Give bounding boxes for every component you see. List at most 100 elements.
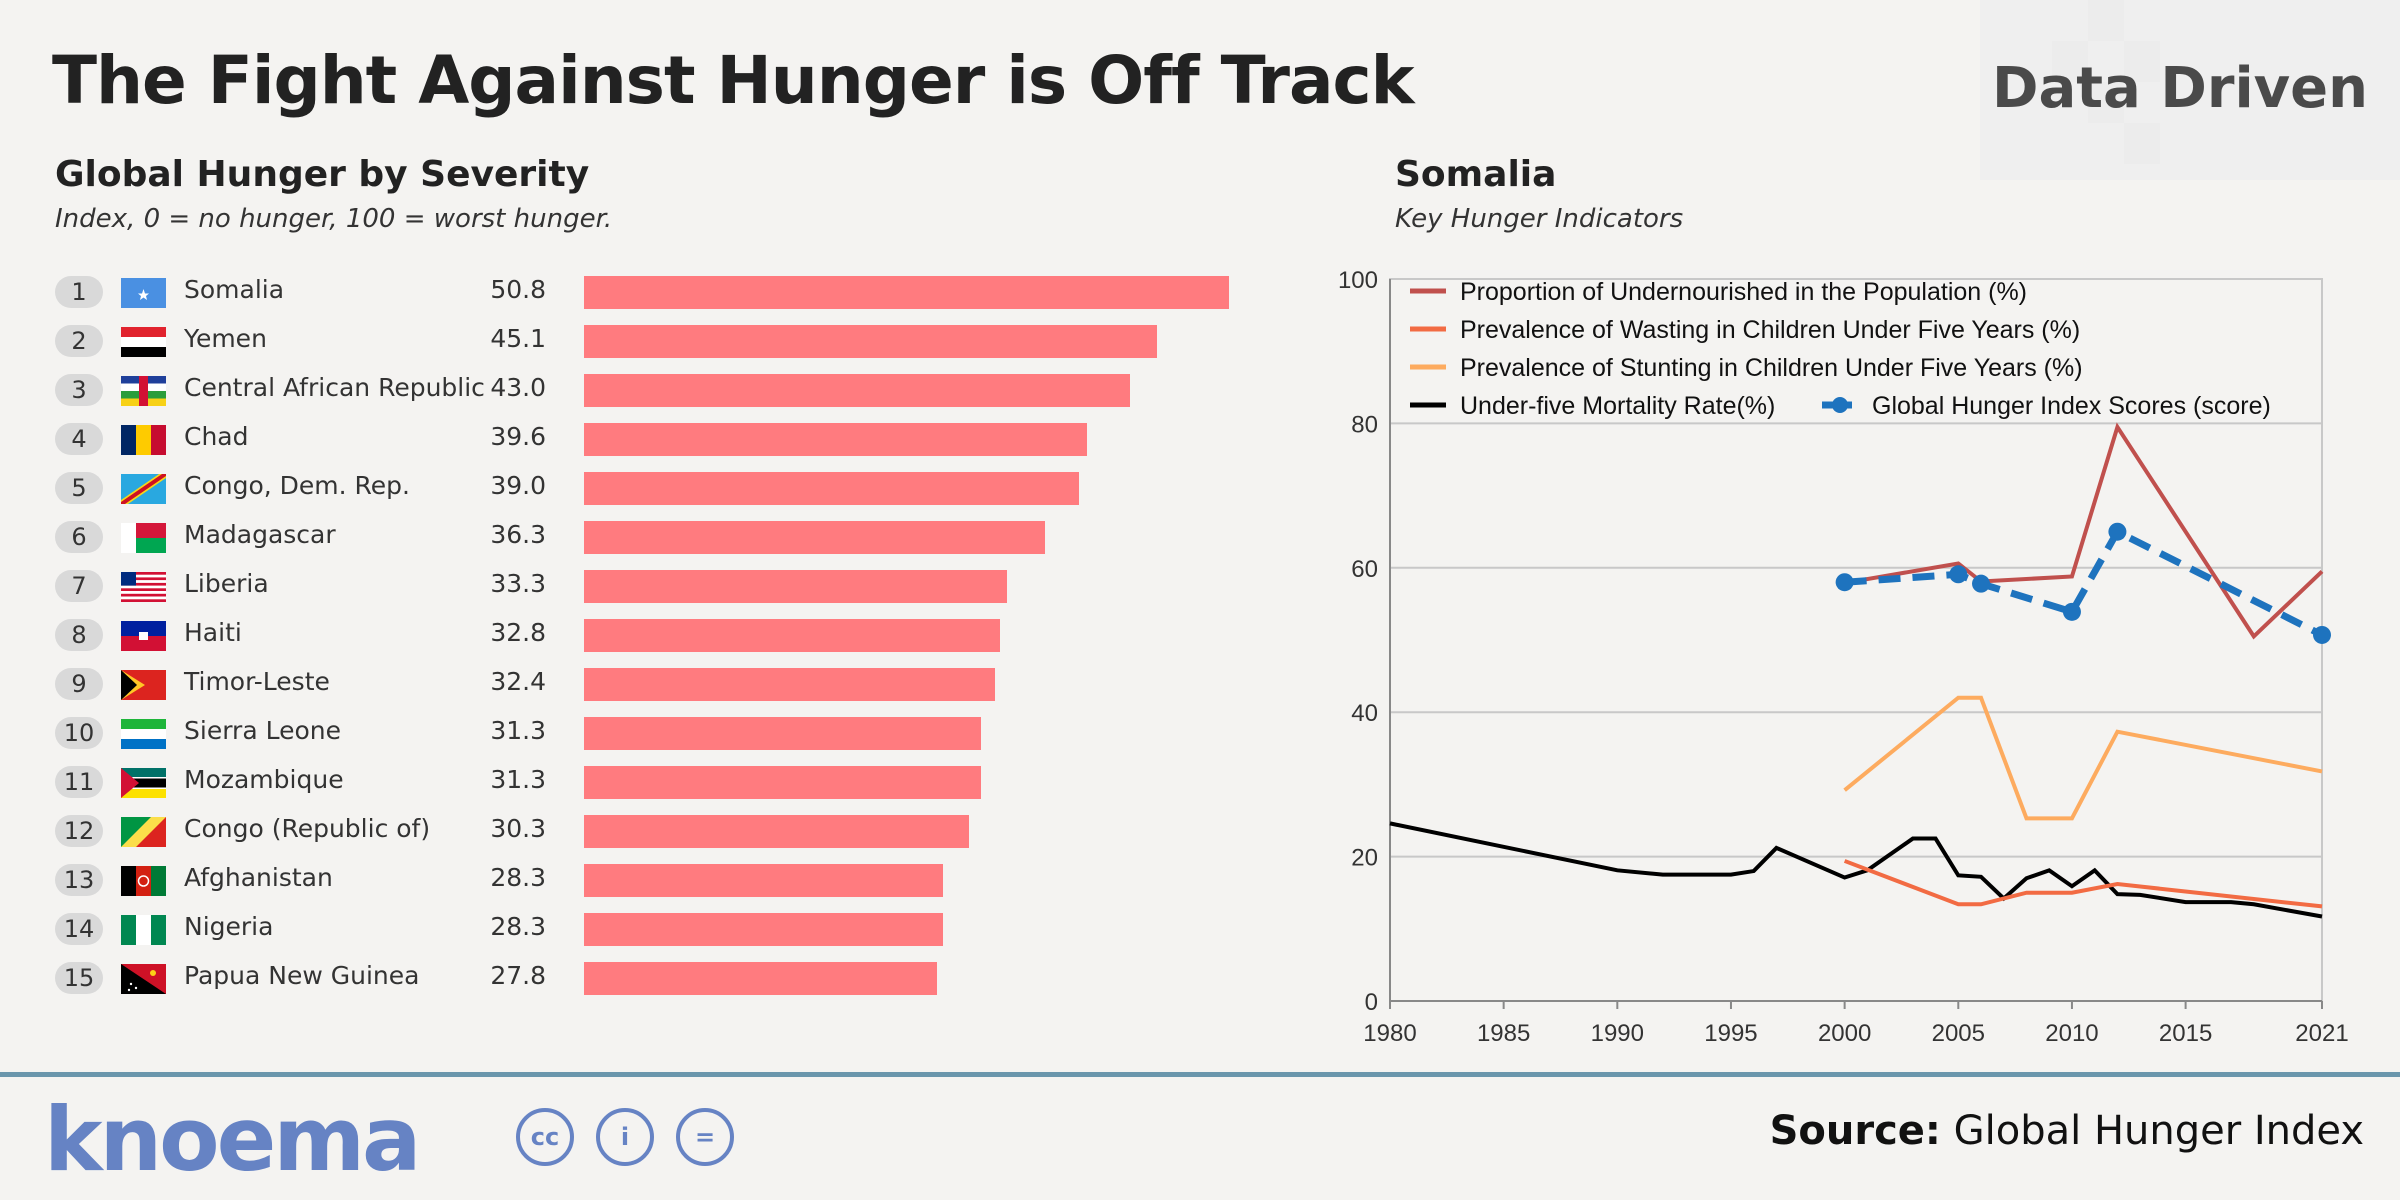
data-point <box>2313 625 2331 644</box>
severity-bar <box>584 325 1157 358</box>
series-line <box>1389 821 2323 919</box>
y-tick-label: 40 <box>1351 700 1378 727</box>
severity-bar <box>584 521 1045 554</box>
flag-haiti-icon <box>121 621 166 651</box>
severity-bar <box>584 717 982 750</box>
right-chart-title: Somalia <box>1395 154 1557 195</box>
rank-badge: 10 <box>55 717 103 749</box>
country-name: Central African Republic <box>184 373 485 402</box>
flag-liberia-icon <box>121 572 166 602</box>
legend-marker <box>1832 397 1848 413</box>
source-value: Global Hunger Index <box>1953 1108 2364 1154</box>
flag-yemen-icon <box>121 327 166 357</box>
severity-bar <box>584 570 1007 603</box>
severity-bar <box>584 913 944 946</box>
brand-panel <box>1980 0 2400 180</box>
series-line <box>1844 527 2324 639</box>
rank-badge: 2 <box>55 325 103 357</box>
country-name: Papua New Guinea <box>184 961 420 990</box>
rank-badge: 1 <box>55 276 103 308</box>
rank-badge: 11 <box>55 766 103 798</box>
x-tick-label: 2000 <box>1818 1020 1871 1047</box>
country-name: Liberia <box>184 569 269 598</box>
data-point <box>1972 574 1991 593</box>
value-label: 39.0 <box>490 471 546 500</box>
value-label: 36.3 <box>490 520 546 549</box>
country-row: 14 Nigeria 28.3 <box>0 905 1300 954</box>
flag-mozambique-icon <box>121 768 166 798</box>
flag-sierra-leone-icon <box>121 719 166 749</box>
country-name: Congo (Republic of) <box>184 814 431 843</box>
value-label: 28.3 <box>490 863 546 892</box>
rank-badge: 5 <box>55 472 103 504</box>
value-label: 31.3 <box>490 716 546 745</box>
somalia-line-chart: 0 20 40 60 80 100 1980 1985 1990 1995 2000 2005 2010… <box>1338 267 2349 1047</box>
country-name: Haiti <box>184 618 242 647</box>
rank-badge: 6 <box>55 521 103 553</box>
flag-congo-icon <box>121 817 166 847</box>
x-tick-label: 2005 <box>1932 1020 1985 1047</box>
flag-nigeria-icon <box>121 915 166 945</box>
value-label: 28.3 <box>490 912 546 941</box>
x-tick-label: 1995 <box>1704 1020 1757 1047</box>
data-point <box>1949 565 1968 584</box>
severity-bar <box>584 962 937 995</box>
cc-icon: cc <box>516 1108 574 1166</box>
severity-bar <box>584 374 1130 407</box>
left-chart-title: Global Hunger by Severity <box>55 154 590 195</box>
flag-car-icon <box>121 376 166 406</box>
rank-badge: 15 <box>55 962 103 994</box>
country-name: Timor-Leste <box>184 667 330 696</box>
page-title: The Fight Against Hunger is Off Track <box>52 42 1415 119</box>
value-label: 33.3 <box>490 569 546 598</box>
severity-bar <box>584 423 1087 456</box>
rank-badge: 4 <box>55 423 103 455</box>
country-row: 12 Congo (Republic of) 30.3 <box>0 807 1300 856</box>
country-name: Madagascar <box>184 520 336 549</box>
knoema-logo: knoema <box>44 1088 421 1191</box>
country-name: Congo, Dem. Rep. <box>184 471 410 500</box>
rank-badge: 9 <box>55 668 103 700</box>
y-tick-label: 0 <box>1365 989 1378 1016</box>
flag-somalia-icon <box>121 278 166 308</box>
flag-afghanistan-icon <box>121 866 166 896</box>
y-tick-label: 100 <box>1338 267 1378 294</box>
value-label: 31.3 <box>490 765 546 794</box>
country-row: 4 Chad 39.6 <box>0 415 1300 464</box>
severity-bar <box>584 668 996 701</box>
x-tick-label: 2015 <box>2159 1020 2212 1047</box>
flag-timor-leste-icon <box>121 670 166 700</box>
country-name: Yemen <box>184 324 267 353</box>
country-name: Afghanistan <box>184 863 333 892</box>
value-label: 39.6 <box>490 422 546 451</box>
y-tick-label: 20 <box>1351 845 1378 872</box>
country-row: 8 Haiti 32.8 <box>0 611 1300 660</box>
severity-bar <box>584 472 1080 505</box>
flag-png-icon <box>121 964 166 994</box>
brand-label: Data Driven <box>1992 56 2368 121</box>
severity-bar <box>584 619 1001 652</box>
x-tick-label: 1985 <box>1477 1020 1530 1047</box>
country-row: 6 Madagascar 36.3 <box>0 513 1300 562</box>
attribution-icon: i <box>596 1108 654 1166</box>
right-chart-subtitle: Key Hunger Indicators <box>1395 204 1684 234</box>
rank-badge: 14 <box>55 913 103 945</box>
value-label: 45.1 <box>490 324 546 353</box>
country-row: 3 Central African Republic 43.0 <box>0 366 1300 415</box>
rank-badge: 7 <box>55 570 103 602</box>
country-row: 7 Liberia 33.3 <box>0 562 1300 611</box>
rank-badge: 12 <box>55 815 103 847</box>
data-point <box>2062 602 2081 621</box>
rank-badge: 8 <box>55 619 103 651</box>
value-label: 32.8 <box>490 618 546 647</box>
data-point <box>1835 573 1854 592</box>
y-tick-label: 80 <box>1351 411 1378 438</box>
country-name: Sierra Leone <box>184 716 341 745</box>
country-name: Nigeria <box>184 912 274 941</box>
country-row: 9 Timor-Leste 32.4 <box>0 660 1300 709</box>
series-line <box>1843 859 2323 909</box>
value-label: 32.4 <box>490 667 546 696</box>
legend-label: Global Hunger Index Scores (score) <box>1872 392 2271 420</box>
legend-label: Proportion of Undernourished in the Popu… <box>1460 278 2027 306</box>
rank-badge: 3 <box>55 374 103 406</box>
